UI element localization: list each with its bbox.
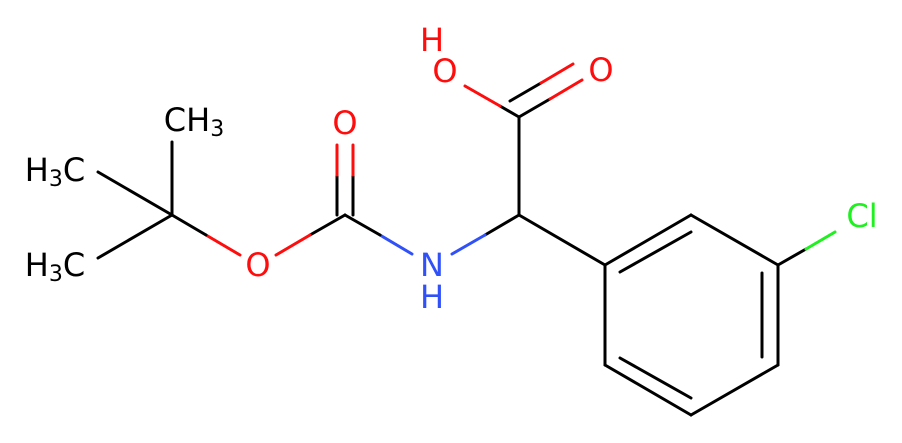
atom-symbol: O <box>245 246 270 284</box>
bond <box>539 62 575 85</box>
bond <box>517 213 607 267</box>
atom-symbol: H <box>25 246 49 284</box>
bond <box>603 363 693 417</box>
bond <box>508 81 543 103</box>
bond <box>689 363 780 417</box>
atom-symbol: O <box>588 51 613 89</box>
atom-symbol: C <box>63 151 85 189</box>
bond <box>618 230 693 274</box>
atom-symbol: H <box>420 21 444 59</box>
atom-label: O <box>332 104 357 142</box>
atom-symbol: O <box>432 52 457 90</box>
atom-symbol: H <box>420 278 444 316</box>
bond <box>96 170 174 217</box>
atom-labels: H O O N H O O CH3 H3C H3C Cl <box>25 21 878 316</box>
atom-label: H <box>420 21 444 59</box>
subscript: 3 <box>49 262 63 287</box>
bond <box>378 233 414 256</box>
atom-label: Cl <box>846 197 877 235</box>
atom-symbol: CH <box>164 101 210 139</box>
bonds <box>96 62 837 417</box>
bond <box>603 213 693 267</box>
bond <box>274 233 312 257</box>
atom-label: O <box>588 51 613 89</box>
bond <box>204 233 242 257</box>
atom-symbol: C <box>63 246 85 284</box>
bond <box>96 213 174 260</box>
atom-symbol: Cl <box>846 197 877 235</box>
atom-label: H <box>420 278 444 316</box>
subscript: 3 <box>210 117 224 142</box>
bond <box>170 213 208 237</box>
bond <box>618 356 693 400</box>
atom-symbol: H <box>25 151 49 189</box>
atom-label: O <box>432 52 457 90</box>
subscript: 3 <box>49 167 63 192</box>
atom-symbol: N <box>420 246 444 284</box>
bond <box>517 97 552 119</box>
bond <box>548 78 584 101</box>
bond <box>776 247 808 267</box>
atom-label: CH3 <box>164 101 224 142</box>
bond <box>343 213 382 237</box>
atom-symbol: O <box>332 104 357 142</box>
atom-label: O <box>245 246 270 284</box>
bond <box>450 233 487 256</box>
bond <box>463 84 502 108</box>
bond <box>308 213 347 237</box>
bond <box>689 213 780 267</box>
atom-label: H3C <box>25 246 85 287</box>
atom-label: H3C <box>25 151 85 192</box>
bond <box>483 213 521 237</box>
atom-label: N <box>420 246 444 284</box>
bond <box>498 104 521 119</box>
bond <box>804 230 837 251</box>
